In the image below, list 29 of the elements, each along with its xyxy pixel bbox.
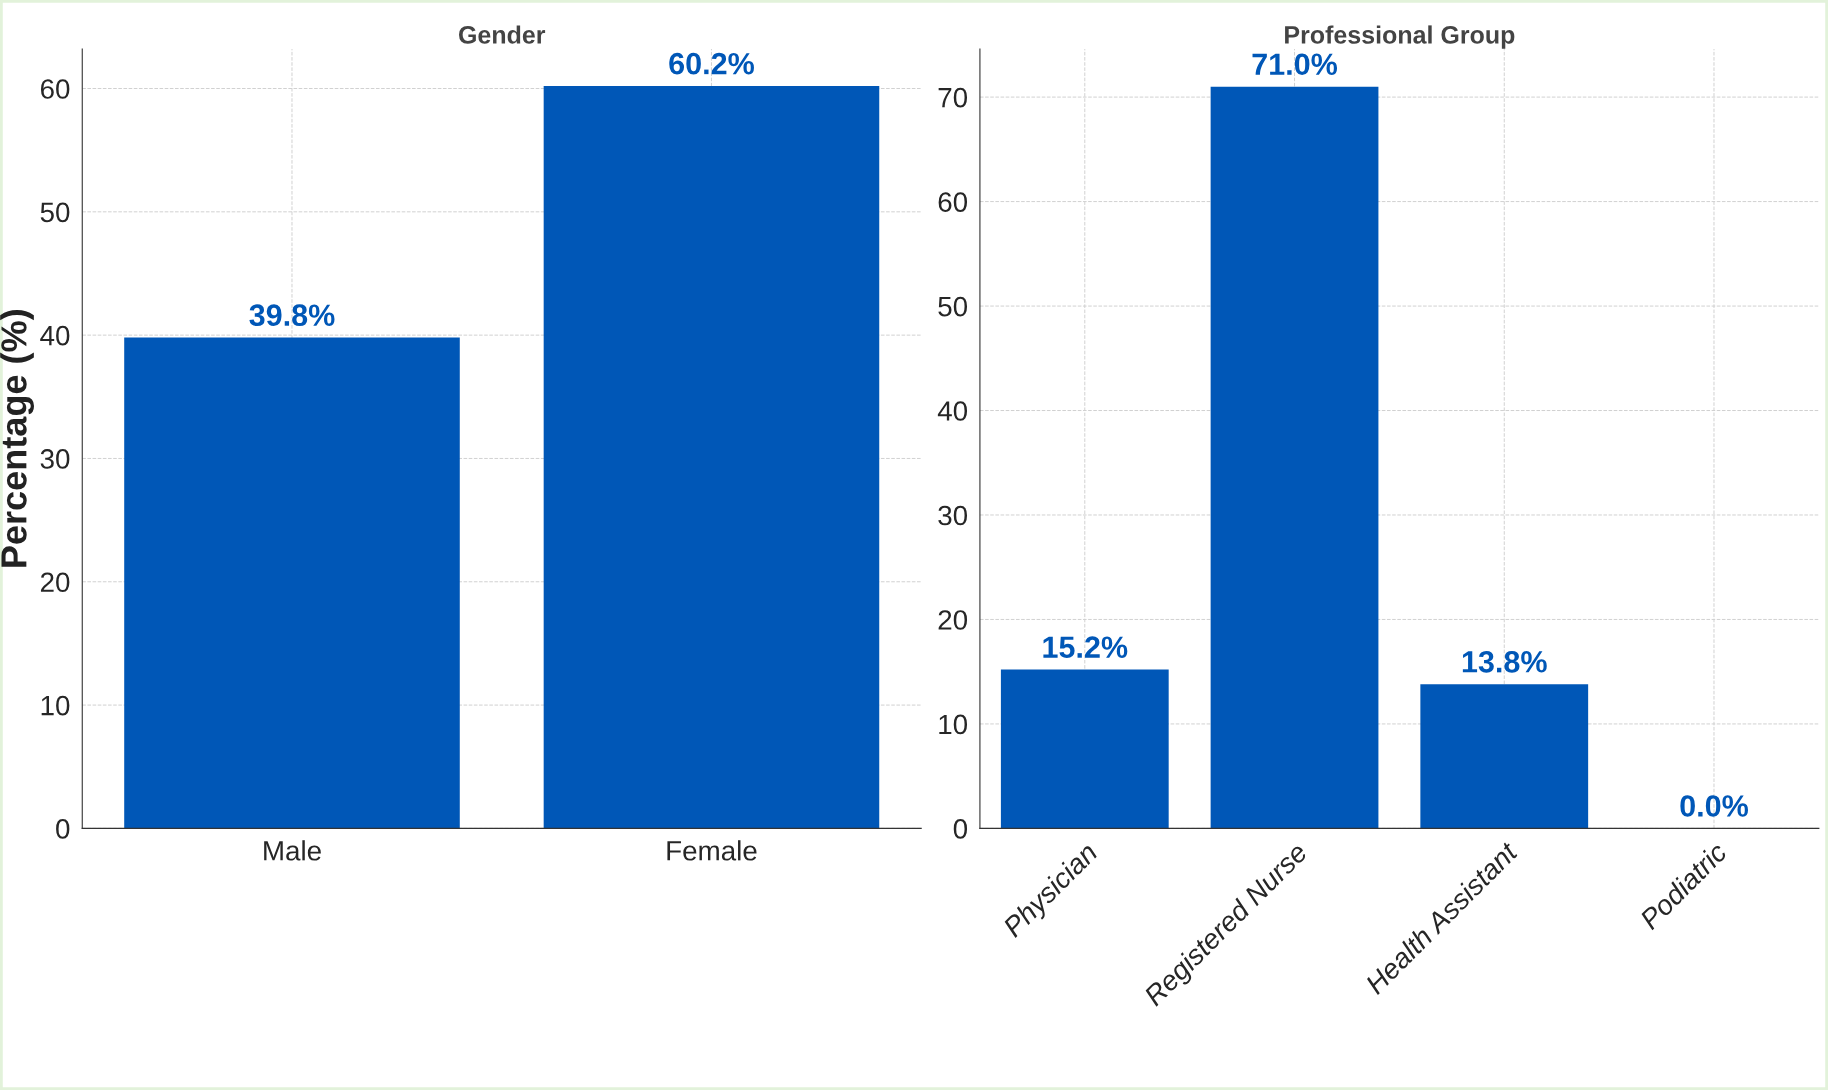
- y-axis-title: Percentage (%): [0, 310, 34, 567]
- y-tick-label: 50: [40, 202, 70, 223]
- y-tick-label: 40: [937, 401, 968, 421]
- data-label: 71.0%: [1252, 53, 1338, 76]
- bar: [1210, 86, 1379, 829]
- y-tick-label: 50: [938, 296, 968, 317]
- data-label: 60.2%: [669, 52, 754, 75]
- bar: [1420, 684, 1589, 829]
- data-label: 0.0%: [1680, 795, 1749, 817]
- y-tick-label: 60: [40, 79, 70, 99]
- y-tick-label: 0: [953, 819, 968, 839]
- y-tick-label: 20: [938, 610, 968, 630]
- y-tick-label: 30: [40, 449, 70, 469]
- chart-title: Professional Group: [1285, 25, 1515, 49]
- data-label: 15.2%: [1043, 636, 1128, 659]
- y-tick-label: 10: [41, 695, 70, 716]
- x-tick-label: Female: [667, 840, 757, 861]
- chart-title: Gender: [459, 25, 546, 44]
- y-tick-label: 70: [938, 87, 968, 108]
- y-tick-label: 20: [40, 572, 70, 593]
- y-tick-label: 30: [938, 505, 968, 526]
- y-tick-label: 0: [56, 819, 70, 839]
- y-tick-label: 10: [939, 714, 968, 735]
- x-tick-label: Male: [264, 840, 321, 861]
- bar: [1000, 669, 1169, 829]
- data-label: 39.8%: [249, 304, 335, 327]
- y-tick-label: 40: [40, 325, 70, 346]
- data-label: 13.8%: [1462, 651, 1547, 673]
- y-tick-label: 60: [938, 192, 968, 212]
